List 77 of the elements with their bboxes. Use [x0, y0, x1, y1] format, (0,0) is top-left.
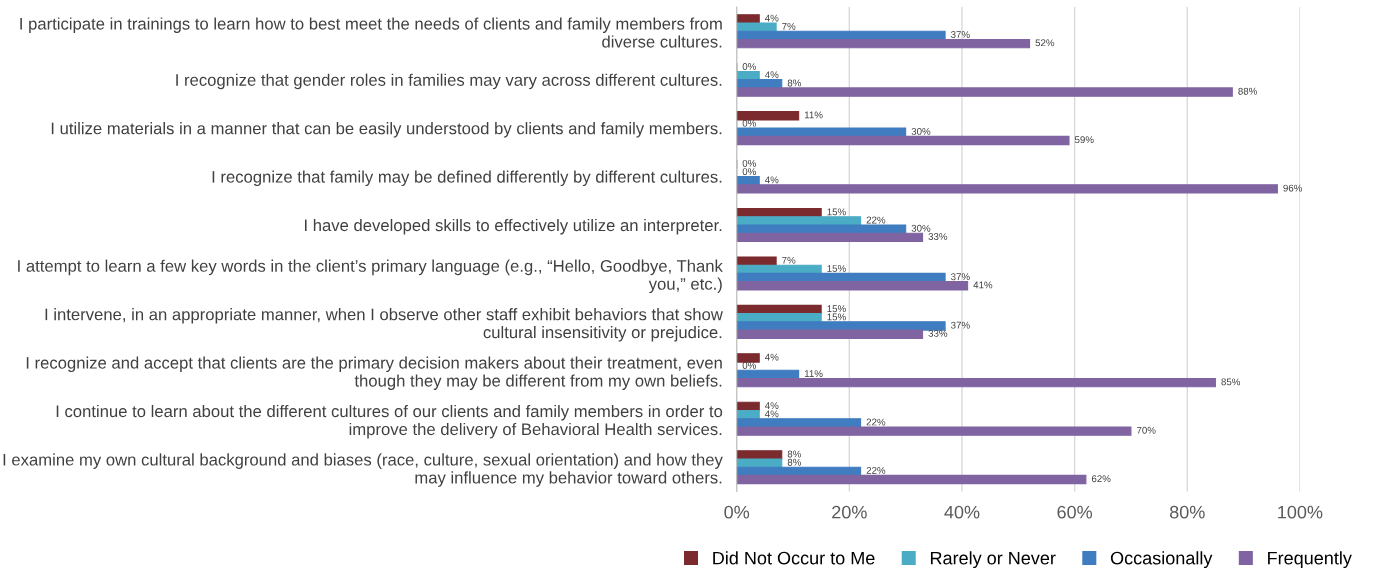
data-label: 8% [787, 458, 802, 466]
data-label: 4% [765, 176, 779, 184]
bar [736, 353, 760, 363]
x-tick-label: 80% [1169, 505, 1205, 519]
y-tick-label: I have developed skills to effectively utilize an interpreter. [304, 218, 722, 235]
y-tick-label: I attempt to learn a few key words in the client’s primary language (e.g., “Hello, Goodbye, Thank you,” etc.) [18, 259, 723, 294]
data-label: 7% [782, 22, 796, 30]
data-label: 30% [911, 127, 931, 135]
bar [736, 224, 907, 234]
bar [736, 135, 1070, 146]
data-label: 0% [742, 168, 756, 176]
bar [736, 377, 1216, 388]
y-tick-label: I recognize that family may be defined differently by different cultures. [212, 170, 722, 187]
data-label: 52% [1035, 39, 1055, 47]
data-label: 62% [1091, 475, 1111, 483]
data-label: 70% [1136, 426, 1156, 434]
data-label: 4% [765, 410, 779, 418]
bar [736, 458, 783, 468]
data-label: 15% [827, 305, 846, 313]
data-label: 33% [928, 329, 948, 337]
data-label: 0% [742, 361, 756, 369]
data-label: 11% [804, 111, 823, 119]
y-tick-label: I recognize and accept that clients are the primary decision makers about their treatment, even though they may be different from my own beliefs. [26, 356, 722, 390]
data-label: 33% [928, 233, 948, 240]
data-label: 22% [866, 216, 886, 224]
data-label: 37% [951, 273, 970, 281]
data-label: 0% [742, 159, 756, 167]
data-label: 37% [951, 321, 970, 329]
bar [736, 474, 1087, 485]
legend-label: Did Not Occur to Me [713, 551, 875, 565]
data-label: 11% [804, 370, 823, 377]
bar [736, 426, 1132, 436]
bar [736, 184, 1278, 194]
data-label: 22% [866, 467, 886, 474]
legend-label: Frequently [1268, 551, 1352, 569]
data-label: 4% [765, 71, 779, 79]
y-tick-label: I intervene, in an appropriate manner, when I observe other staff exhibit behaviors that show cultural insensitivity or prejudice. [45, 308, 723, 342]
y-tick-label: I continue to learn about the different cultures of our clients and family members in order to improve the delivery of Behavioral Health services. [56, 404, 723, 439]
y-tick-label: I recognize that gender roles in families may vary across different cultures. [176, 73, 722, 90]
data-label: 4% [765, 14, 779, 22]
legend-label: Occasionally [1110, 551, 1213, 569]
data-label: 7% [782, 256, 796, 264]
data-label: 4% [765, 353, 779, 361]
data-label: 88% [1238, 87, 1257, 95]
data-label: 15% [827, 265, 846, 272]
data-label: 8% [787, 450, 802, 458]
legend-label: Rarely or Never [930, 551, 1056, 569]
data-label: 85% [1221, 378, 1241, 386]
x-tick-label: 100% [1278, 505, 1323, 519]
bar [736, 232, 924, 243]
data-label: 59% [1074, 136, 1094, 144]
bar [736, 22, 777, 32]
data-label: 22% [866, 418, 886, 426]
data-label: 15% [827, 208, 846, 216]
data-label: 37% [951, 31, 970, 38]
y-tick-label: I examine my own cultural background and biases (race, culture, sexual orientation) and how they may influence my behavior toward others. [3, 453, 723, 487]
data-label: 96% [1283, 184, 1303, 192]
bar [736, 38, 1031, 49]
x-tick-label: 60% [1057, 505, 1093, 519]
bar [736, 329, 924, 339]
y-tick-label: I participate in trainings to learn how to best meet the needs of clients and family members from diverse cultures. [20, 17, 722, 48]
bar [736, 111, 800, 121]
data-label: 15% [827, 313, 846, 321]
data-label: 0% [742, 119, 756, 127]
x-tick-label: 0% [724, 505, 750, 519]
data-label: 4% [765, 402, 779, 409]
data-label: 30% [911, 224, 931, 232]
data-label: 0% [742, 63, 756, 70]
bar [736, 281, 969, 291]
bar [736, 87, 1233, 97]
data-label: 8% [787, 79, 802, 87]
x-tick-label: 40% [944, 505, 980, 519]
x-tick-label: 20% [832, 505, 867, 519]
y-tick-label: I utilize materials in a manner that can be easily understood by clients and family members. [51, 122, 722, 138]
bar [736, 256, 777, 266]
bar [736, 127, 907, 137]
data-label: 41% [973, 281, 993, 289]
